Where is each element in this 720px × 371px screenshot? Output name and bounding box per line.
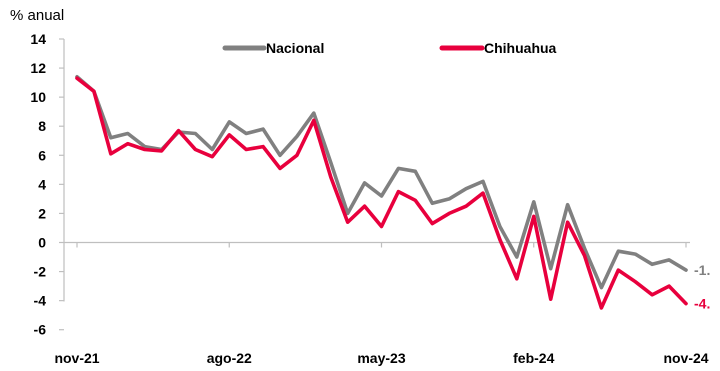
y-tick-label: 2 [38, 205, 46, 221]
y-tick-label: -6 [34, 322, 47, 338]
x-axis: nov-21 ago-22 may-23 feb-24 nov-24 [54, 241, 709, 366]
y-tick-label: 0 [38, 235, 46, 251]
x-tick-label: ago-22 [207, 350, 252, 366]
legend: Nacional Chihuahua [222, 40, 557, 56]
y-tick-label: 6 [38, 147, 46, 163]
x-tick-label: nov-21 [54, 350, 99, 366]
series-lines [75, 75, 688, 310]
y-axis: 14 12 10 8 6 4 2 0 -2 -4 -6 [30, 31, 65, 338]
x-tick-label: may-23 [357, 350, 405, 366]
end-label-nacional: -1. [694, 262, 710, 278]
y-tick-label: -2 [34, 264, 47, 280]
y-tick-label: -4 [34, 293, 47, 309]
series-end-labels: -1. -4. [694, 262, 710, 311]
legend-nacional-label: Nacional [266, 40, 324, 56]
y-tick-label: 10 [30, 89, 46, 105]
y-tick-label: 4 [38, 176, 46, 192]
series-line-nacional [75, 75, 688, 290]
y-axis-label: % anual [10, 7, 64, 24]
y-tick-label: 12 [30, 60, 46, 76]
series-line-chihuahua [75, 76, 688, 310]
x-tick-label: feb-24 [513, 350, 554, 366]
legend-chihuahua-label: Chihuahua [484, 40, 557, 56]
y-tick-label: 14 [30, 31, 46, 47]
y-tick-label: 8 [38, 118, 46, 134]
x-tick-label: nov-24 [663, 350, 708, 366]
end-label-chihuahua: -4. [694, 296, 710, 312]
